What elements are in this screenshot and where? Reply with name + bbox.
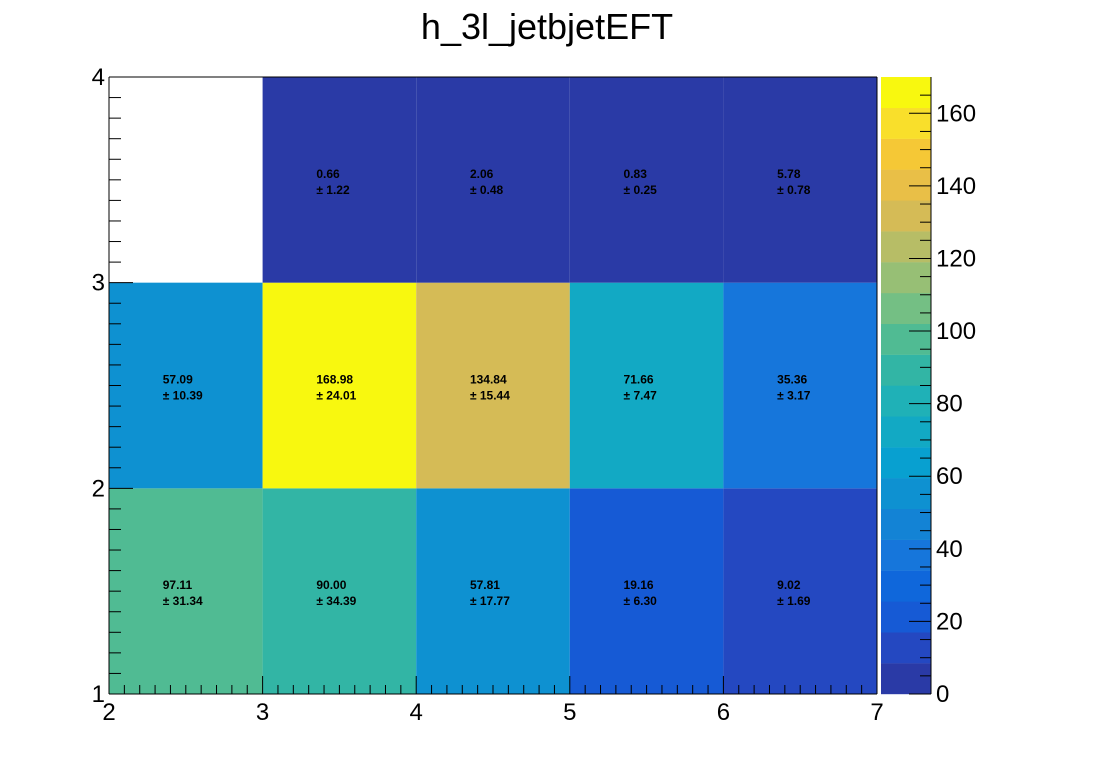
colorbar-bin-2: [881, 601, 931, 633]
x-tick-label-2: 4: [410, 699, 423, 726]
cell-error-label-4: ± 1.69: [777, 594, 811, 608]
cell-value-label-5: 57.09: [163, 373, 193, 387]
heatmap-cell-labels: 97.11 ± 31.34 90.00 ± 34.39 57.81 ± 17.77 19.1…: [163, 167, 811, 608]
cell-value-label-11: 2.06: [470, 167, 494, 181]
x-tick-label-5: 7: [870, 699, 883, 726]
colorbar-bin-6: [881, 478, 931, 510]
cell-value-label-6: 168.98: [316, 373, 353, 387]
cell-value-label-0: 97.11: [163, 578, 193, 592]
colorbar-bin-18: [881, 107, 931, 139]
colorbar-tick-label-0: 0: [936, 681, 949, 708]
cell-value-label-13: 5.78: [777, 167, 801, 181]
heatmap-cell-3: [569, 488, 724, 694]
heatmap-cell-13: [723, 77, 877, 283]
heatmap-cell-4: [723, 488, 877, 694]
colorbar-tick-label-4: 80: [936, 391, 963, 418]
colorbar-bin-9: [881, 385, 931, 417]
colorbar-bin-5: [881, 508, 931, 540]
cell-value-label-9: 35.36: [777, 373, 807, 387]
colorbar-tick-label-3: 60: [936, 463, 963, 490]
cell-value-label-4: 9.02: [777, 578, 801, 592]
colorbar-bin-17: [881, 138, 931, 170]
cell-error-label-6: ± 24.01: [316, 389, 356, 403]
heatmap-cell-5: [109, 282, 263, 489]
heatmap-cell-6: [262, 282, 417, 489]
cell-value-label-10: 0.66: [316, 167, 340, 181]
colorbar-bin-1: [881, 632, 931, 664]
colorbar-bin-12: [881, 292, 931, 324]
colorbar-bin-3: [881, 570, 931, 602]
x-tick-label-0: 2: [102, 699, 115, 726]
colorbar-bin-7: [881, 447, 931, 479]
cell-value-label-12: 0.83: [624, 167, 648, 181]
x-tick-label-3: 5: [563, 699, 576, 726]
colorbar-bin-14: [881, 231, 931, 263]
cell-value-label-8: 71.66: [624, 373, 654, 387]
cell-error-label-7: ± 15.44: [470, 389, 510, 403]
cell-error-label-2: ± 17.77: [470, 594, 510, 608]
heatmap-cell-11: [416, 77, 570, 283]
cell-error-label-3: ± 6.30: [624, 594, 658, 608]
cell-error-label-12: ± 0.25: [624, 183, 658, 197]
colorbar-tick-label-6: 120: [936, 245, 976, 272]
chart-title: h_3l_jetbjetEFT: [421, 6, 673, 47]
cell-error-label-0: ± 31.34: [163, 594, 203, 608]
colorbar-tick-label-1: 20: [936, 608, 963, 635]
colorbar-bin-11: [881, 323, 931, 355]
colorbar-tick-label-7: 140: [936, 173, 976, 200]
cell-value-label-2: 57.81: [470, 578, 500, 592]
cell-error-label-11: ± 0.48: [470, 183, 504, 197]
cell-value-label-3: 19.16: [624, 578, 654, 592]
y-tick-label-0: 1: [92, 681, 105, 708]
heatmap-cell-8: [569, 282, 724, 489]
y-tick-label-1: 2: [92, 475, 105, 502]
heatmap-cell-9: [723, 282, 877, 489]
x-tick-label-1: 3: [256, 699, 269, 726]
y-tick-label-2: 3: [92, 270, 105, 297]
colorbar-bin-15: [881, 200, 931, 232]
cell-error-label-8: ± 7.47: [624, 389, 658, 403]
colorbar: 0 20 40 60 80 100 120 140 160: [881, 77, 976, 708]
cell-value-label-1: 90.00: [316, 578, 346, 592]
colorbar-tick-label-2: 40: [936, 536, 963, 563]
cell-value-label-7: 134.84: [470, 373, 507, 387]
colorbar-bin-16: [881, 169, 931, 201]
colorbar-bin-0: [881, 663, 931, 695]
heatmap-cell-2: [416, 488, 570, 694]
colorbar-bin-8: [881, 416, 931, 448]
cell-error-label-5: ± 10.39: [163, 389, 203, 403]
colorbar-bin-10: [881, 354, 931, 386]
cell-error-label-10: ± 1.22: [316, 183, 350, 197]
heatmap-cell-10: [262, 77, 417, 283]
heatmap-cells: [109, 77, 877, 694]
heatmap-cell-0: [109, 488, 263, 694]
cell-error-label-9: ± 3.17: [777, 389, 811, 403]
colorbar-bin-4: [881, 539, 931, 571]
y-tick-label-3: 4: [92, 64, 105, 91]
cell-error-label-1: ± 34.39: [316, 594, 356, 608]
colorbar-tick-label-5: 100: [936, 318, 976, 345]
heatmap-cell-7: [416, 282, 570, 489]
heatmap-cell-12: [569, 77, 724, 283]
colorbar-bin-13: [881, 262, 931, 294]
colorbar-bin-19: [881, 77, 931, 109]
cell-error-label-13: ± 0.78: [777, 183, 811, 197]
colorbar-tick-label-8: 160: [936, 100, 976, 127]
x-tick-label-4: 6: [717, 699, 730, 726]
heatmap-cell-1: [262, 488, 417, 694]
